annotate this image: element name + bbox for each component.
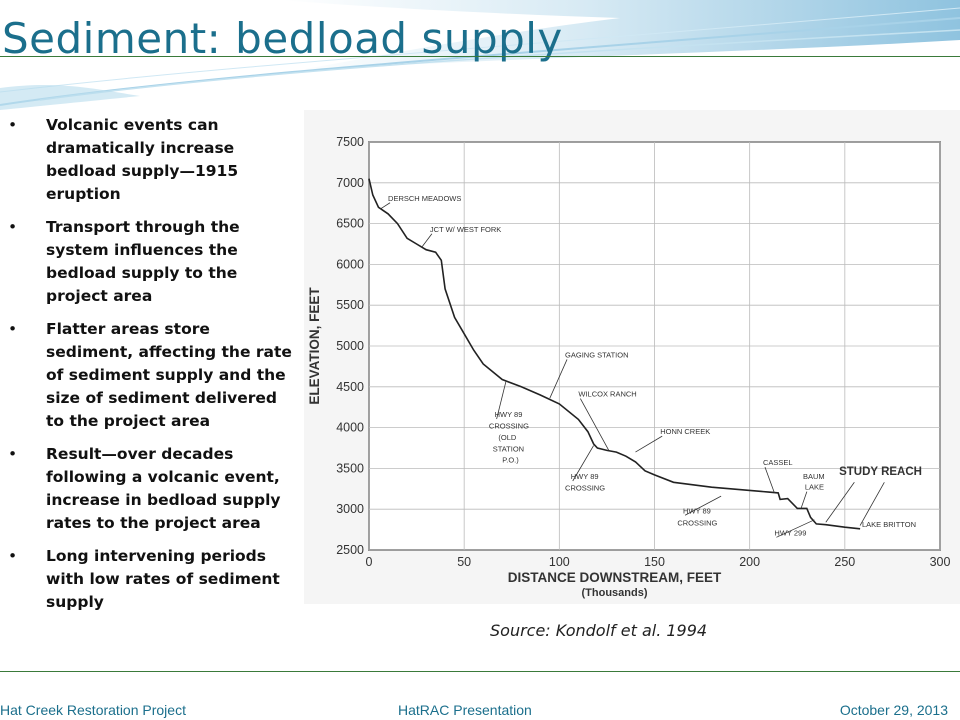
annotation-label: HWY 89	[495, 410, 523, 419]
bullet-marker: •	[8, 116, 18, 134]
x-tick-label: 300	[930, 555, 951, 569]
annotation-label: BAUM	[803, 472, 825, 481]
chart-image-panel: 0 50 100 150 200 250 300 2500 3000 3500 4000 4500 50…	[304, 110, 960, 604]
y-tick-label: 3500	[336, 461, 364, 475]
annotation-label: HWY 89	[571, 472, 599, 481]
annotation-label: CROSSING	[565, 483, 605, 492]
annotation-leader	[496, 380, 507, 420]
bullet-text: Result—over decades following a volcanic…	[46, 445, 281, 532]
y-tick-label: 6500	[336, 217, 364, 231]
annotation-label: HWY 299	[774, 528, 806, 537]
bullet-item: • Flatter areas store sediment, affecting…	[8, 318, 300, 433]
annotation-label: STUDY REACH	[839, 466, 922, 478]
x-axis-sublabel: (Thousands)	[582, 587, 648, 599]
annotation-leader	[800, 491, 808, 509]
bullet-item: • Long intervening periods with low rates…	[8, 545, 300, 614]
footer-project: Hat Creek Restoration Project	[0, 702, 186, 718]
annotation-leader	[380, 202, 391, 210]
x-tick-label: 150	[644, 555, 665, 569]
annotation-leader	[580, 398, 610, 451]
annotation-leader	[859, 482, 885, 526]
x-tick-label: 0	[366, 555, 373, 569]
y-axis-label: ELEVATION, FEET	[307, 287, 322, 405]
annotation-label: JCT W/ WEST FORK	[430, 225, 501, 234]
bullet-marker: •	[8, 320, 18, 338]
bullet-text: Long intervening periods with low rates …	[46, 547, 280, 611]
x-tick-label: 50	[457, 555, 471, 569]
elevation-profile-chart: 0 50 100 150 200 250 300 2500 3000 3500 4000 4500 50…	[307, 135, 951, 599]
header-swoosh-decoration	[0, 0, 960, 110]
y-tick-label: 7500	[336, 135, 364, 149]
footer-presentation: HatRAC Presentation	[398, 702, 532, 718]
y-tick-label: 2500	[336, 543, 364, 557]
annotation-label: DERSCH MEADOWS	[388, 194, 461, 203]
slide-title: Sediment: bedload supply	[2, 14, 563, 63]
y-tick-label: 4500	[336, 380, 364, 394]
annotation-label: HWY 89	[683, 506, 711, 515]
annotation-label: LAKE BRITTON	[862, 520, 916, 529]
bullet-text: Volcanic events can dramatically increas…	[46, 116, 239, 203]
y-tick-label: 6000	[336, 257, 364, 271]
bullet-marker: •	[8, 445, 18, 463]
bullet-text: Transport through the system influences …	[46, 218, 240, 305]
annotation-leader	[684, 495, 722, 516]
annotation-label: (OLD	[498, 433, 517, 442]
x-axis-label: DISTANCE DOWNSTREAM, FEET	[508, 570, 722, 585]
bullet-item: • Transport through the system influences…	[8, 216, 300, 308]
bullet-marker: •	[8, 218, 18, 236]
annotation-label: CASSEL	[763, 458, 793, 467]
annotation-label: LAKE	[805, 483, 824, 492]
elevation-profile-line	[368, 178, 861, 530]
annotation-leader	[421, 233, 433, 247]
x-tick-label: 250	[834, 555, 855, 569]
x-tick-label: 100	[549, 555, 570, 569]
annotation-leader	[764, 466, 775, 494]
y-tick-label: 5500	[336, 298, 364, 312]
annotation-leader	[572, 445, 594, 482]
header-rule	[0, 56, 960, 57]
annotation-label: P.O.)	[502, 456, 519, 465]
x-tick-label: 200	[739, 555, 760, 569]
footer-rule	[0, 671, 960, 672]
annotation-leader	[825, 482, 855, 523]
y-tick-label: 7000	[336, 176, 364, 190]
annotation-leader	[549, 359, 568, 399]
y-tick-label: 4000	[336, 421, 364, 435]
annotation-leader	[776, 519, 815, 538]
annotation-label: STATION	[493, 444, 524, 453]
annotation-label: CROSSING	[489, 421, 529, 430]
footer-date: October 29, 2013	[839, 702, 948, 718]
annotation-leader	[635, 435, 663, 453]
y-tick-label: 5000	[336, 339, 364, 353]
annotation-label: CROSSING	[677, 519, 717, 528]
bullet-item: • Volcanic events can dramatically increa…	[8, 114, 300, 206]
bullet-item: • Result—over decades following a volcani…	[8, 443, 300, 535]
y-tick-label: 3000	[336, 502, 364, 516]
annotation-label: GAGING STATION	[565, 350, 628, 359]
annotation-label: HONN CREEK	[660, 427, 710, 436]
source-citation: Source: Kondolf et al. 1994	[482, 617, 750, 645]
bullet-list: • Volcanic events can dramatically increa…	[8, 114, 300, 624]
annotation-label: WILCOX RANCH	[578, 390, 636, 399]
bullet-text: Flatter areas store sediment, affecting …	[46, 320, 292, 430]
bullet-marker: •	[8, 547, 18, 565]
